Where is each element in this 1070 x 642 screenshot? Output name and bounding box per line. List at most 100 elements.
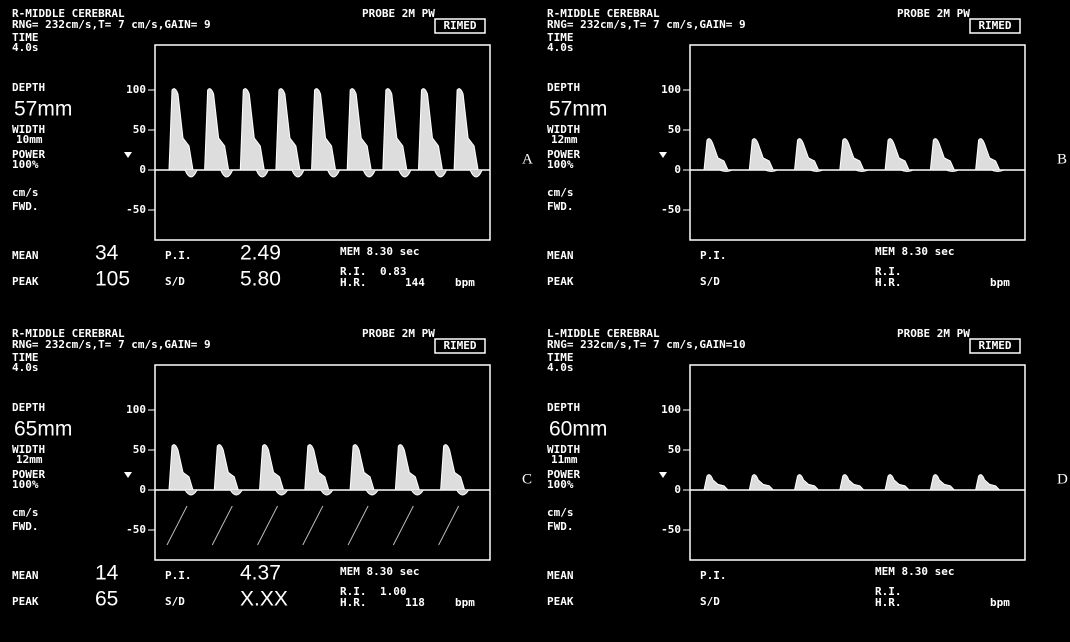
reverse-flow xyxy=(185,490,197,495)
sd-label: S/D xyxy=(165,275,185,288)
axis-tick-label: -50 xyxy=(126,203,146,216)
doppler-screen: R-MIDDLE CEREBRALPROBE 2M PWRNG= 232cm/s… xyxy=(0,0,1070,642)
gate-marker xyxy=(124,152,132,158)
depth-label: DEPTH xyxy=(12,401,45,414)
axis-tick-label: 100 xyxy=(661,83,681,96)
reverse-flow xyxy=(470,170,482,177)
brand: RIMED xyxy=(978,19,1011,32)
sd: 5.80 xyxy=(240,268,281,291)
pi-label: P.I. xyxy=(700,569,727,582)
letter: C xyxy=(522,471,532,487)
mean-label: MEAN xyxy=(12,249,39,262)
hr: 144 xyxy=(405,276,425,289)
peak-label: PEAK xyxy=(12,275,39,288)
arrow xyxy=(212,506,232,545)
mem: MEM 8.30 sec xyxy=(340,245,419,258)
gate-marker xyxy=(659,472,667,478)
pi: 2.49 xyxy=(240,242,281,265)
pi-label: P.I. xyxy=(165,249,192,262)
reverse-flow xyxy=(321,490,333,495)
hr: 118 xyxy=(405,596,425,609)
hr-label: H.R. xyxy=(875,276,902,289)
peak-label: PEAK xyxy=(547,595,574,608)
waveform xyxy=(930,139,954,170)
peak: 65 xyxy=(95,588,118,611)
power: 100% xyxy=(547,158,574,171)
hr-label: H.R. xyxy=(340,596,367,609)
reverse-flow xyxy=(765,170,777,172)
reverse-flow xyxy=(328,170,340,177)
axis-tick-label: 50 xyxy=(133,443,146,456)
axis-tick-label: -50 xyxy=(661,203,681,216)
sd-label: S/D xyxy=(700,595,720,608)
waveform xyxy=(976,475,1000,490)
waveform xyxy=(205,89,229,170)
waveform xyxy=(840,139,864,170)
settings: RNG= 232cm/s,T= 7 cm/s,GAIN= 9 xyxy=(12,18,211,31)
letter: D xyxy=(1057,471,1068,487)
axis-tick-label: 0 xyxy=(139,483,146,496)
width: 12mm xyxy=(16,453,43,466)
pi: 4.37 xyxy=(240,562,281,585)
probe: PROBE 2M PW xyxy=(362,327,435,340)
arrow xyxy=(439,506,459,545)
axis-tick-label: 50 xyxy=(668,443,681,456)
bpm: bpm xyxy=(990,596,1010,609)
reverse-flow xyxy=(811,170,823,172)
settings: RNG= 232cm/s,T= 7 cm/s,GAIN= 9 xyxy=(12,338,211,351)
unit: cm/s xyxy=(547,186,574,199)
mean-label: MEAN xyxy=(547,569,574,582)
reverse-flow xyxy=(185,170,197,177)
pi-label: P.I. xyxy=(165,569,192,582)
plot-frame xyxy=(155,365,490,560)
waveform xyxy=(169,89,193,170)
arrow xyxy=(393,506,413,545)
direction: FWD. xyxy=(12,520,39,533)
reverse-flow xyxy=(434,170,446,177)
width: 12mm xyxy=(551,133,578,146)
direction: FWD. xyxy=(12,200,39,213)
axis-tick-label: 100 xyxy=(126,83,146,96)
depth: 57mm xyxy=(549,98,607,121)
waveform xyxy=(395,445,419,490)
axis-tick-label: 100 xyxy=(661,403,681,416)
axis-tick-label: 50 xyxy=(668,123,681,136)
reverse-flow xyxy=(366,490,378,495)
brand: RIMED xyxy=(978,339,1011,352)
width: 11mm xyxy=(551,453,578,466)
width: 10mm xyxy=(16,133,43,146)
axis-tick-label: -50 xyxy=(126,523,146,536)
sd: X.XX xyxy=(240,588,288,611)
power: 100% xyxy=(12,158,39,171)
reverse-flow xyxy=(901,170,913,172)
waveform xyxy=(885,139,909,170)
mean-label: MEAN xyxy=(12,569,39,582)
unit: cm/s xyxy=(12,506,39,519)
time: 4.0s xyxy=(547,361,574,374)
waveform xyxy=(840,475,864,490)
peak-label: PEAK xyxy=(547,275,574,288)
waveform xyxy=(350,445,374,490)
probe: PROBE 2M PW xyxy=(362,7,435,20)
waveform xyxy=(441,445,465,490)
ri: 1.00 xyxy=(380,585,407,598)
waveform xyxy=(749,475,773,490)
axis-tick-label: 0 xyxy=(674,483,681,496)
mean: 34 xyxy=(95,242,119,265)
time: 4.0s xyxy=(547,41,574,54)
ri: 0.83 xyxy=(380,265,407,278)
reverse-flow xyxy=(457,490,469,495)
reverse-flow xyxy=(292,170,304,177)
hr-label: H.R. xyxy=(340,276,367,289)
arrow xyxy=(348,506,368,545)
power: 100% xyxy=(12,478,39,491)
bpm: bpm xyxy=(455,596,475,609)
direction: FWD. xyxy=(547,200,574,213)
unit: cm/s xyxy=(547,506,574,519)
unit: cm/s xyxy=(12,186,39,199)
waveform xyxy=(169,445,193,490)
depth-label: DEPTH xyxy=(547,81,580,94)
depth-label: DEPTH xyxy=(12,81,45,94)
panel: R-MIDDLE CEREBRALPROBE 2M PWRNG= 232cm/s… xyxy=(547,7,1067,289)
depth-label: DEPTH xyxy=(547,401,580,414)
